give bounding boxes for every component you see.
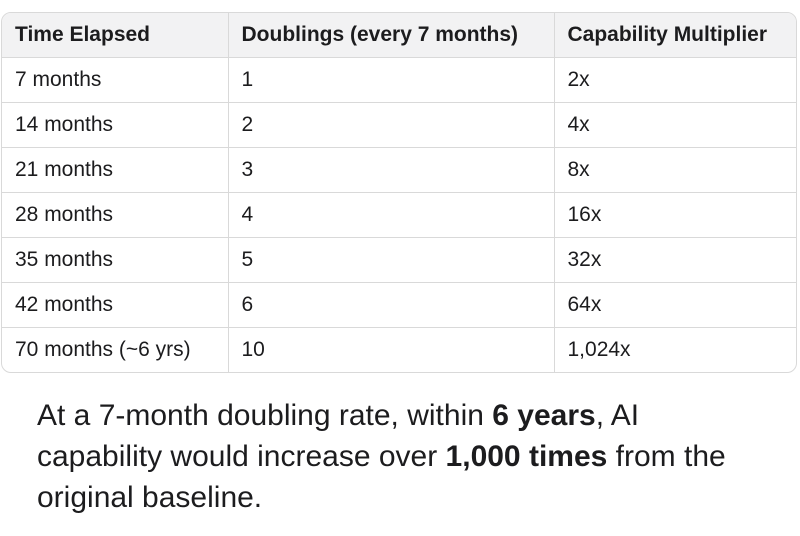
summary-part-3: from the original baseline.: [37, 440, 726, 514]
cell-time-elapsed: 35 months: [2, 237, 229, 283]
cell-time-elapsed: 70 months (~6 yrs): [2, 327, 229, 372]
cell-doublings: 5: [228, 237, 555, 283]
doubling-table-container: Time Elapsed Doublings (every 7 months) …: [1, 12, 797, 373]
cell-multiplier: 16x: [554, 192, 796, 238]
table-header: Time Elapsed Doublings (every 7 months) …: [2, 13, 796, 58]
cell-time-elapsed: 14 months: [2, 102, 229, 148]
summary-bold-times: 1,000 times: [445, 440, 608, 473]
table-body: 7 months 1 2x 14 months 2 4x 21 months 3…: [2, 57, 796, 372]
cell-multiplier: 4x: [554, 102, 796, 148]
header-capability-multiplier: Capability Multiplier: [554, 13, 796, 58]
cell-doublings: 4: [228, 192, 555, 238]
table-row: 21 months 3 8x: [2, 147, 796, 193]
cell-time-elapsed: 28 months: [2, 192, 229, 238]
cell-multiplier: 8x: [554, 147, 796, 193]
table-row: 42 months 6 64x: [2, 282, 796, 328]
cell-time-elapsed: 7 months: [2, 57, 229, 103]
header-time-elapsed: Time Elapsed: [2, 13, 229, 58]
cell-time-elapsed: 21 months: [2, 147, 229, 193]
table-row: 28 months 4 16x: [2, 192, 796, 238]
table-row: 35 months 5 32x: [2, 237, 796, 283]
table-row: 70 months (~6 yrs) 10 1,024x: [2, 327, 796, 372]
summary-part-2: , AI capability would increase over: [37, 399, 640, 473]
table-row: 14 months 2 4x: [2, 102, 796, 148]
cell-multiplier: 32x: [554, 237, 796, 283]
summary-part-1: At a 7-month doubling rate, within: [37, 399, 493, 432]
cell-doublings: 2: [228, 102, 555, 148]
summary-bold-years: 6 years: [492, 399, 596, 432]
cell-multiplier: 2x: [554, 57, 796, 103]
header-row: Time Elapsed Doublings (every 7 months) …: [2, 13, 796, 58]
table-row: 7 months 1 2x: [2, 57, 796, 103]
cell-doublings: 1: [228, 57, 555, 103]
cell-doublings: 10: [228, 327, 555, 372]
summary-text: At a 7-month doubling rate, within 6 yea…: [37, 395, 757, 518]
cell-doublings: 6: [228, 282, 555, 328]
cell-time-elapsed: 42 months: [2, 282, 229, 328]
cell-multiplier: 64x: [554, 282, 796, 328]
cell-multiplier: 1,024x: [567, 338, 631, 361]
header-doublings: Doublings (every 7 months): [228, 13, 555, 58]
doubling-table: Time Elapsed Doublings (every 7 months) …: [2, 13, 796, 372]
cell-doublings: 3: [228, 147, 555, 193]
